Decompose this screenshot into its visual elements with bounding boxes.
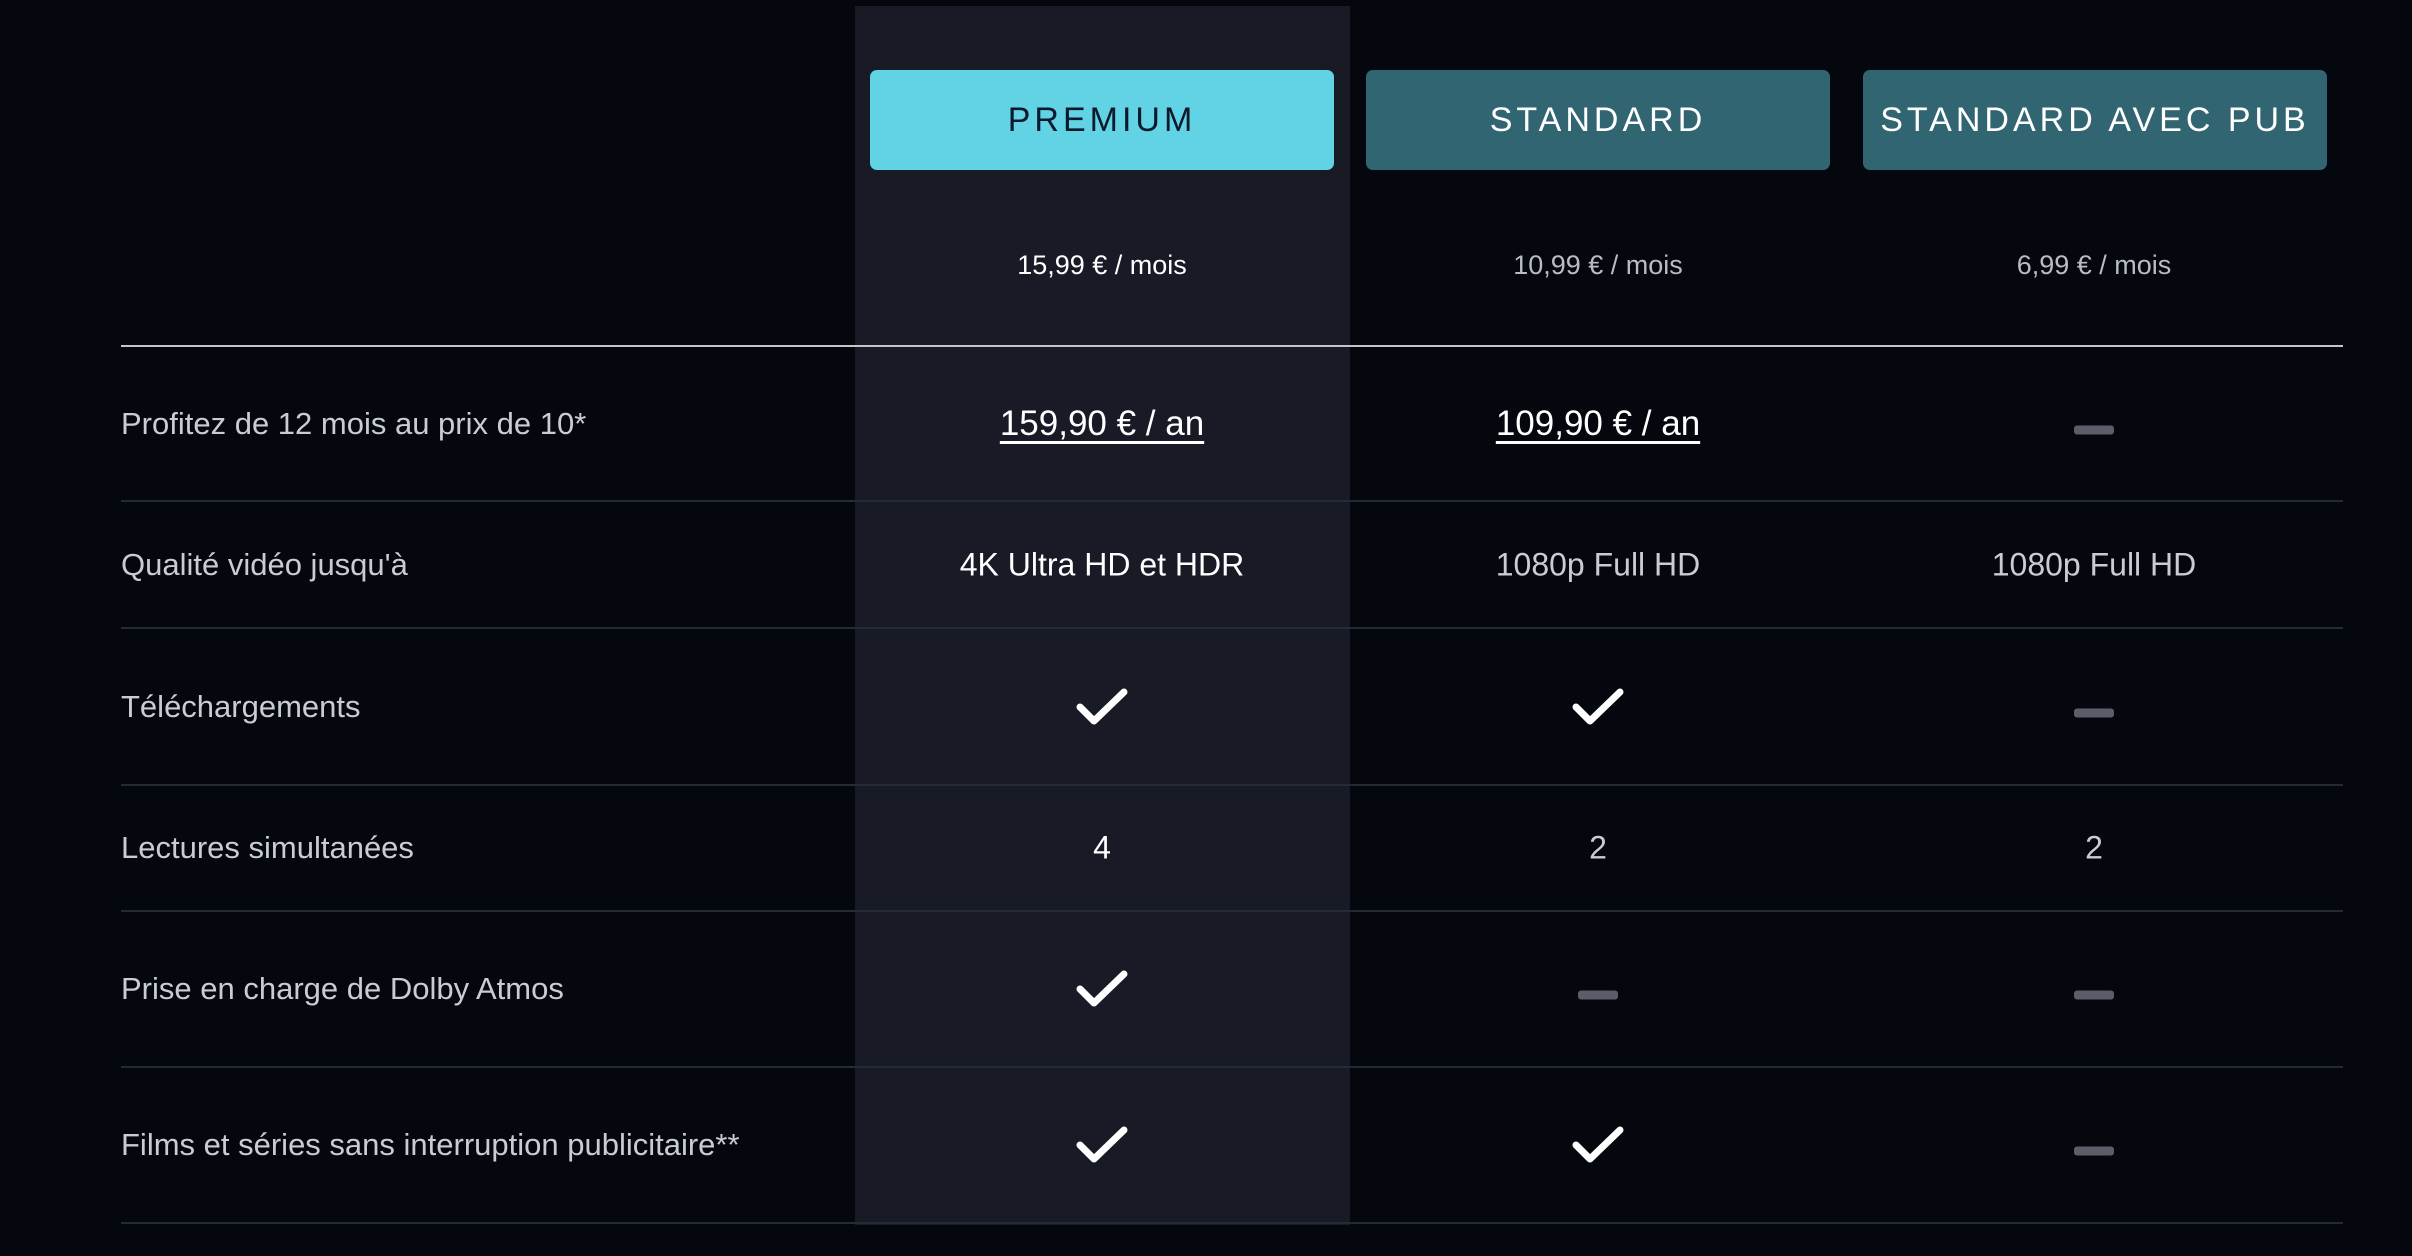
row-value [2074, 405, 2114, 442]
premium-column-highlight [855, 6, 1350, 1225]
check-icon [1076, 1125, 1128, 1165]
check-icon [1076, 687, 1128, 727]
row-value: 2 [2085, 829, 2103, 866]
plan-price: 6,99 € / mois [2016, 250, 2172, 280]
row-value: 4 [1093, 829, 1111, 866]
row-value [2074, 688, 2114, 725]
dash-icon [1578, 990, 1618, 1000]
annual-price-link[interactable]: 159,90 € / an [999, 403, 1205, 443]
table-row: Qualité vidéo jusqu'à 4K Ultra HD et HDR 1… [121, 502, 2343, 629]
dash-icon [2074, 425, 2114, 434]
row-value [1578, 971, 1618, 1008]
dash-icon [2074, 990, 2114, 1000]
row-label: Lectures simultanées [121, 830, 414, 865]
row-label: Qualité vidéo jusqu'à [121, 546, 408, 582]
row-value [2074, 971, 2114, 1008]
plan-price: 15,99 € / mois [1017, 250, 1187, 280]
row-value [2074, 1127, 2114, 1164]
row-label: Téléchargements [121, 688, 361, 724]
plan-button-standard-avec-pub[interactable]: STANDARD AVEC PUB [1863, 70, 2327, 170]
check-icon [1572, 1125, 1624, 1165]
plan-button-standard[interactable]: STANDARD [1366, 70, 1830, 170]
check-icon [1076, 969, 1128, 1009]
row-value: 1080p Full HD [1991, 546, 2197, 582]
row-value: 1080p Full HD [1495, 546, 1701, 582]
table-row: Téléchargements [121, 629, 2343, 786]
check-icon [1572, 687, 1624, 727]
row-label: Profitez de 12 mois au prix de 10* [121, 405, 587, 441]
row-value: 109,90 € / an [1496, 404, 1700, 444]
row-value: 4K Ultra HD et HDR [959, 546, 1245, 582]
dash-icon [2074, 708, 2114, 717]
table-row: Profitez de 12 mois au prix de 10* 159,90… [121, 347, 2343, 502]
row-value: 159,90 € / an [1000, 404, 1204, 444]
table-row: Prise en charge de Dolby Atmos [121, 912, 2343, 1068]
row-label: Prise en charge de Dolby Atmos [121, 971, 564, 1006]
table-row: Films et séries sans interruption public… [121, 1068, 2343, 1224]
header-divider [121, 345, 2343, 347]
row-label: Films et séries sans interruption public… [121, 1127, 740, 1162]
plan-price: 10,99 € / mois [1513, 250, 1683, 280]
dash-icon [2074, 1146, 2114, 1156]
table-row: Lectures simultanées 4 2 2 [121, 786, 2343, 912]
annual-price-link[interactable]: 109,90 € / an [1495, 403, 1701, 443]
plan-button-premium[interactable]: PREMIUM [870, 70, 1334, 170]
row-value: 2 [1589, 829, 1607, 866]
